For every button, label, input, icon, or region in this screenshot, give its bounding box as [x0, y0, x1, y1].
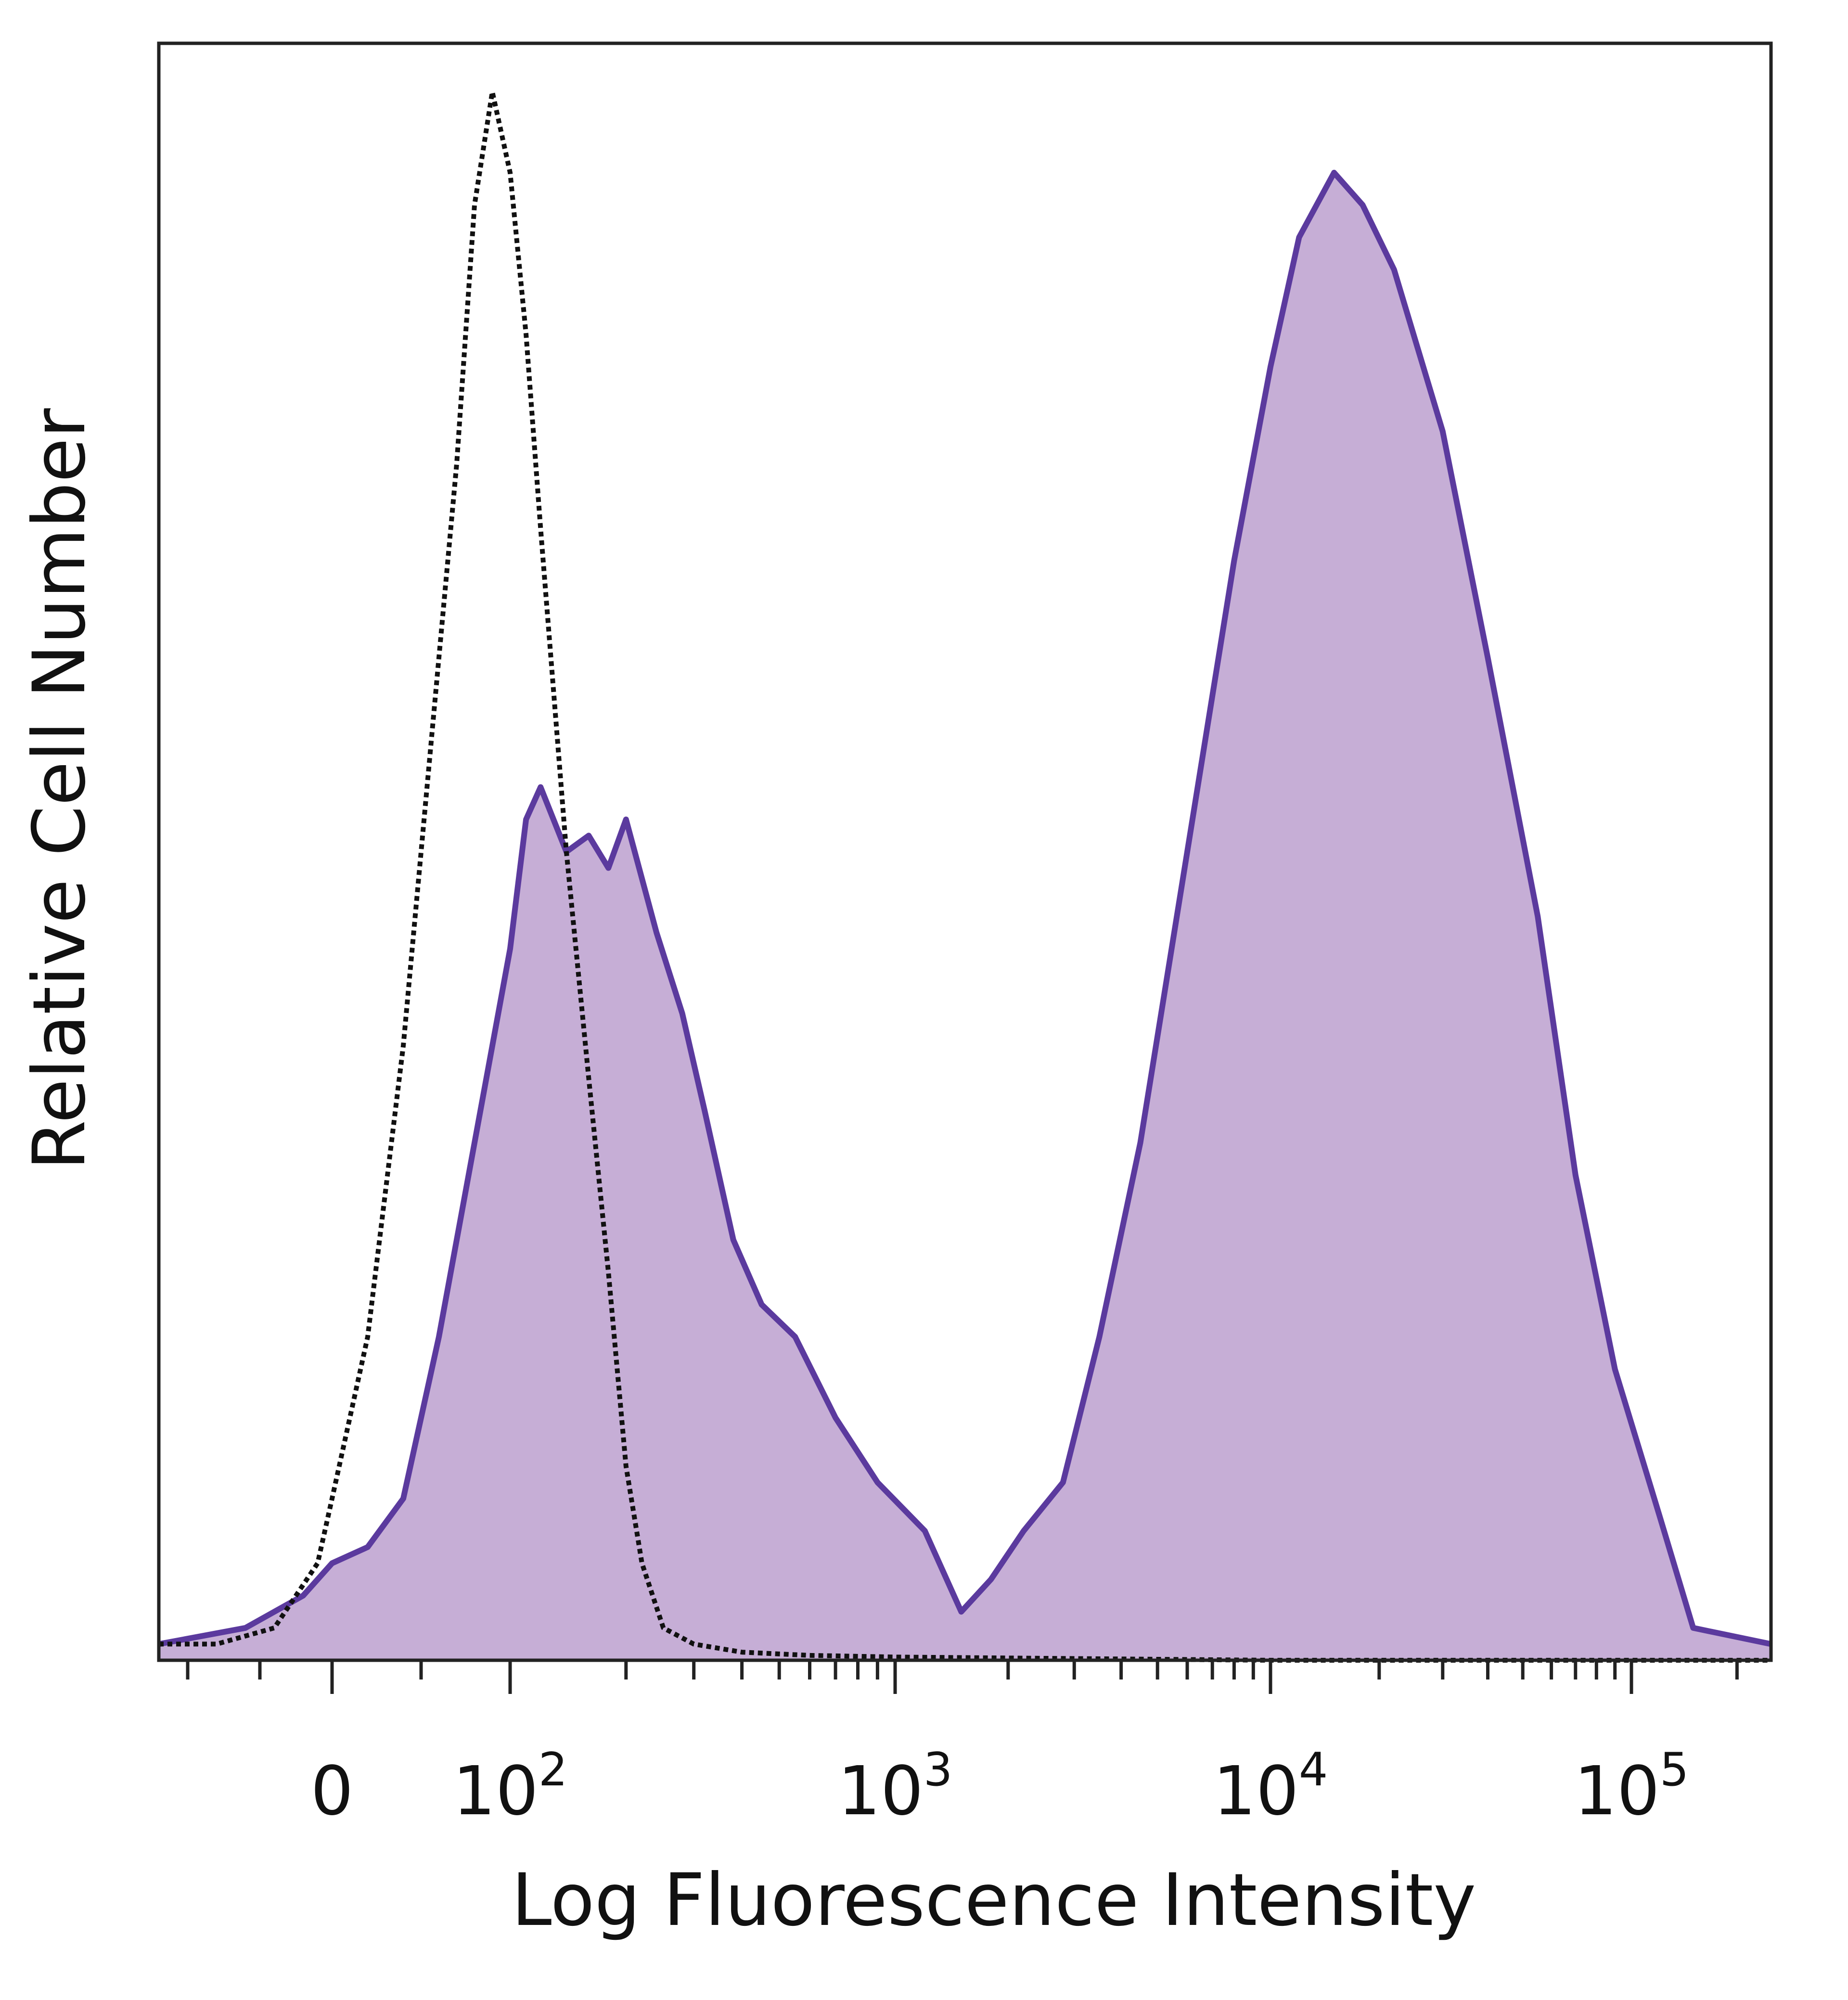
x-tick-label: 102 — [453, 1744, 568, 1831]
plot-frame — [157, 41, 1773, 1662]
isotype-control-outline — [159, 89, 1771, 1663]
isotype-control-histogram — [159, 89, 1771, 1663]
x-tick-label: 103 — [838, 1744, 953, 1831]
x-axis-tick-labels: 0 102 103 104 105 — [310, 1744, 1689, 1831]
x-tick-label: 0 — [310, 1752, 353, 1831]
x-tick-label: 104 — [1213, 1744, 1328, 1831]
stained-sample-outline — [158, 169, 1772, 1647]
x-axis-ticks — [186, 1660, 1739, 1694]
stained-sample-fill — [159, 172, 1771, 1660]
x-axis-title: Log Fluorescence Intensity — [512, 1859, 1476, 1942]
x-tick-label: 105 — [1574, 1744, 1689, 1831]
plot-area — [158, 89, 1772, 1663]
y-axis-title: Relative Cell Number — [18, 408, 102, 1170]
stained-sample-histogram — [158, 169, 1772, 1660]
